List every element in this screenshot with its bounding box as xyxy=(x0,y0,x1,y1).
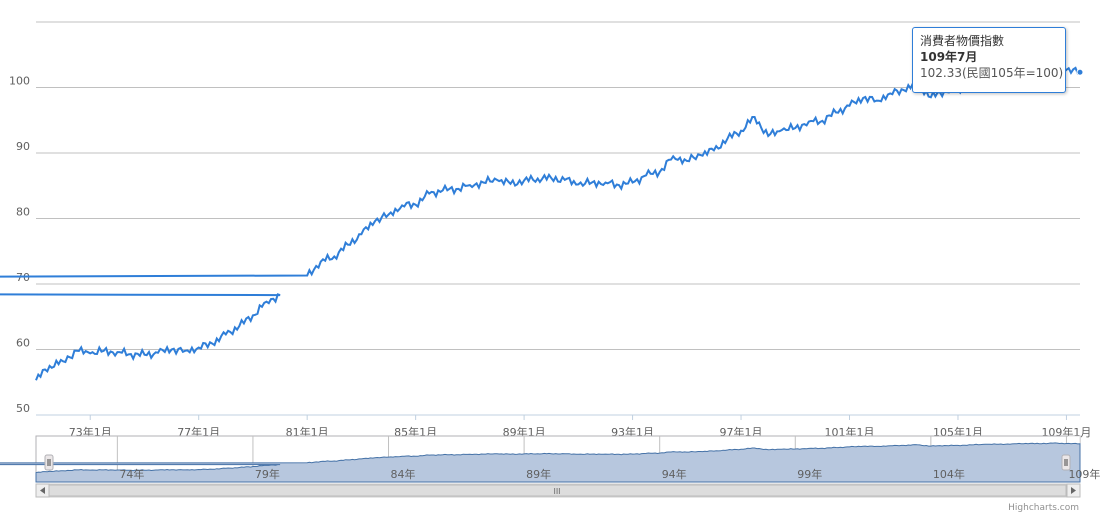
tooltip-value: 102.33(民國105年=100) xyxy=(920,66,1064,80)
y-tick-label: 100 xyxy=(9,75,30,88)
navigator-tick-label: 99年 xyxy=(797,467,822,481)
navigator[interactable]: 74年 79年 84年 89年 94年 99年 104年 109年 xyxy=(0,435,1100,483)
navigator-tick-label: 104年 xyxy=(933,467,965,481)
x-axis-ticks: 73年1月 77年1月 81年1月 85年1月 89年1月 93年1月 97年1月 101年1… xyxy=(69,415,1091,439)
navigator-tick-label: 84年 xyxy=(391,467,416,481)
navigator-tick-label: 89年 xyxy=(526,467,551,481)
navigator-ticks: 74年 79年 84年 89年 94年 99年 104年 109年 xyxy=(119,467,1100,481)
navigator-area xyxy=(0,442,1081,483)
navigator-tick-label: 109年 xyxy=(1068,467,1100,481)
navigator-tick-label: 94年 xyxy=(662,467,687,481)
tooltip-series-name: 消費者物價指數 xyxy=(920,34,1005,48)
navigator-handle-left[interactable] xyxy=(44,454,54,471)
y-tick-label: 60 xyxy=(16,337,30,350)
scrollbar[interactable]: III xyxy=(35,483,1081,498)
hover-marker xyxy=(1076,68,1084,76)
y-tick-label: 80 xyxy=(16,206,30,219)
y-tick-label: 90 xyxy=(16,140,30,153)
y-tick-label: 50 xyxy=(16,402,30,415)
tooltip: 消費者物價指數 109年7月 102.33(民國105年=100) xyxy=(912,27,1066,93)
navigator-tick-label: 79年 xyxy=(255,467,280,481)
tooltip-date: 109年7月 xyxy=(920,50,978,64)
scrollbar-grip: III xyxy=(553,487,560,496)
grid-lines xyxy=(36,21,1080,350)
series-line-cpi[interactable] xyxy=(0,61,1081,381)
navigator-handle-right[interactable] xyxy=(1061,454,1071,471)
scrollbar-left-arrow[interactable] xyxy=(35,483,50,498)
navigator-tick-label: 74年 xyxy=(119,467,144,481)
scrollbar-right-arrow[interactable] xyxy=(1066,483,1081,498)
credits-link[interactable]: Highcharts.com xyxy=(1008,503,1079,513)
